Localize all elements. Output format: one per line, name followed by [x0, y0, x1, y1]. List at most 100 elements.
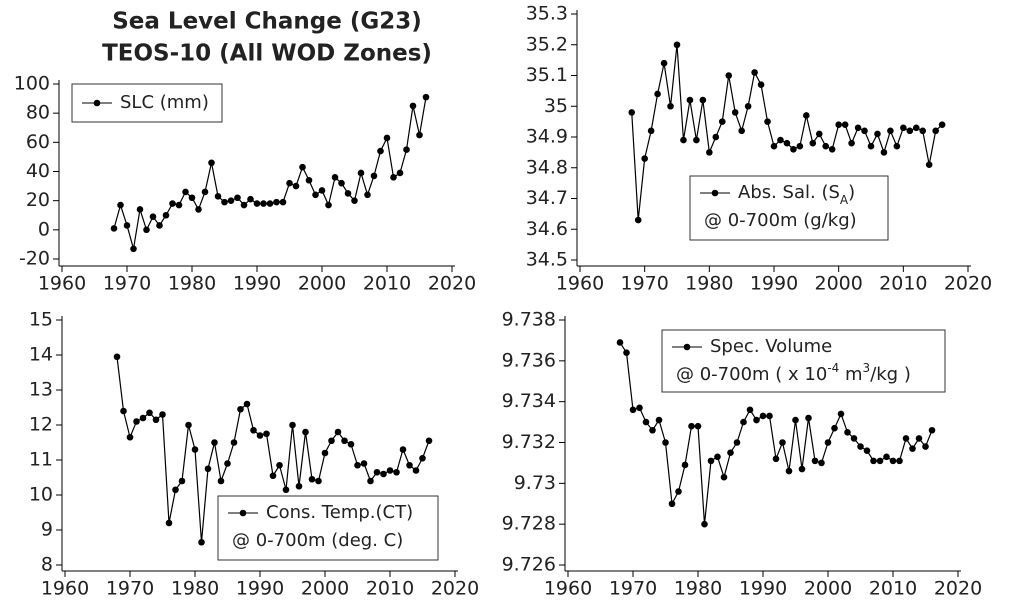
data-point	[409, 102, 417, 110]
data-point	[360, 460, 368, 467]
data-point	[221, 198, 228, 206]
x-tick-label: 1960	[41, 578, 89, 600]
data-point	[818, 459, 825, 467]
data-point	[256, 432, 264, 439]
data-point	[253, 200, 261, 207]
x-tick-label: 1990	[233, 273, 281, 295]
data-point	[733, 439, 741, 446]
data-point	[815, 130, 823, 138]
data-point	[854, 124, 862, 132]
data-point	[909, 445, 916, 452]
data-point	[796, 142, 804, 150]
y-tick-label: 35.2	[526, 33, 568, 55]
data-point	[628, 109, 636, 116]
data-point	[364, 191, 371, 199]
x-tick-label: 2000	[301, 578, 349, 600]
data-point	[714, 453, 721, 461]
data-point	[211, 439, 218, 446]
data-point	[130, 245, 137, 253]
data-point	[623, 349, 630, 356]
data-point	[673, 41, 681, 49]
data-point	[295, 482, 303, 490]
data-point	[299, 163, 306, 171]
legend-marker	[711, 189, 719, 197]
data-point	[647, 127, 655, 135]
data-point	[208, 159, 215, 167]
data-point	[165, 519, 173, 527]
data-point	[701, 520, 708, 528]
x-tick-label: 2020	[431, 578, 479, 600]
data-point	[828, 146, 836, 153]
data-point	[906, 127, 914, 135]
data-point	[386, 467, 394, 474]
legend-text: -4	[827, 361, 839, 375]
y-tick-label: 13	[29, 379, 53, 401]
y-tick-label: 0	[38, 218, 50, 240]
data-point	[175, 201, 183, 209]
data-point	[629, 406, 637, 414]
y-tick-label: 9.732	[502, 431, 556, 453]
data-point	[867, 142, 875, 150]
data-point	[634, 216, 642, 224]
data-point	[117, 201, 124, 209]
x-tick-label: 1980	[685, 273, 733, 295]
data-point	[139, 414, 147, 422]
data-point	[706, 149, 713, 156]
data-point	[928, 426, 936, 434]
data-point	[660, 59, 668, 67]
data-point	[757, 81, 765, 89]
x-tick-label: 1960	[556, 273, 604, 295]
legend-text: m	[839, 364, 862, 385]
data-point	[889, 457, 897, 465]
data-point	[688, 422, 695, 430]
y-tick-label: 35.3	[526, 3, 568, 25]
y-tick-label: -20	[19, 248, 50, 270]
data-point	[198, 538, 205, 546]
data-point	[289, 421, 296, 429]
data-point	[809, 139, 817, 147]
data-point	[675, 488, 682, 495]
y-tick-label: 9.738	[502, 309, 556, 331]
data-point	[792, 416, 799, 424]
legend-label: @ 0-700m ( x 10-4 m3/kg )	[676, 361, 911, 386]
data-point	[649, 426, 656, 434]
y-tick-label: 34.6	[526, 218, 568, 240]
data-point	[779, 439, 786, 446]
y-tick-label: 100	[14, 73, 50, 95]
data-point	[120, 407, 127, 415]
data-point	[766, 412, 773, 420]
data-point	[338, 179, 345, 187]
legend: Spec. Volume @ 0-700m ( x 10-4 m3/kg )	[661, 329, 946, 393]
data-point	[835, 121, 842, 128]
data-point	[113, 353, 121, 361]
data-point	[416, 131, 423, 139]
data-point	[870, 457, 877, 465]
legend-text: @ 0-700m (deg. C)	[232, 530, 403, 551]
data-point	[159, 411, 166, 418]
data-point	[841, 121, 849, 128]
data-point	[419, 454, 426, 462]
data-point	[247, 195, 254, 203]
legend-text: Spec. Volume	[710, 336, 832, 357]
data-point	[857, 443, 864, 450]
data-point	[831, 424, 838, 432]
y-tick-label: 34.9	[526, 126, 568, 148]
legend: Abs. Sal. (SA) @ 0-700m (g/kg)	[689, 175, 889, 241]
data-point	[250, 426, 257, 434]
data-point	[662, 439, 669, 446]
data-point	[393, 468, 400, 476]
data-point	[824, 439, 832, 446]
x-tick-label: 2010	[869, 578, 917, 600]
y-tick-label: 9.734	[502, 390, 556, 412]
data-point	[214, 192, 222, 200]
data-point	[191, 446, 199, 453]
data-point	[699, 96, 707, 104]
data-point	[803, 112, 810, 119]
data-point	[681, 461, 689, 469]
legend-text: )	[848, 182, 855, 203]
data-point	[396, 169, 404, 177]
data-point	[292, 182, 300, 190]
data-point	[938, 121, 946, 128]
legend: SLC (mm)	[71, 83, 223, 123]
data-point	[217, 477, 225, 485]
